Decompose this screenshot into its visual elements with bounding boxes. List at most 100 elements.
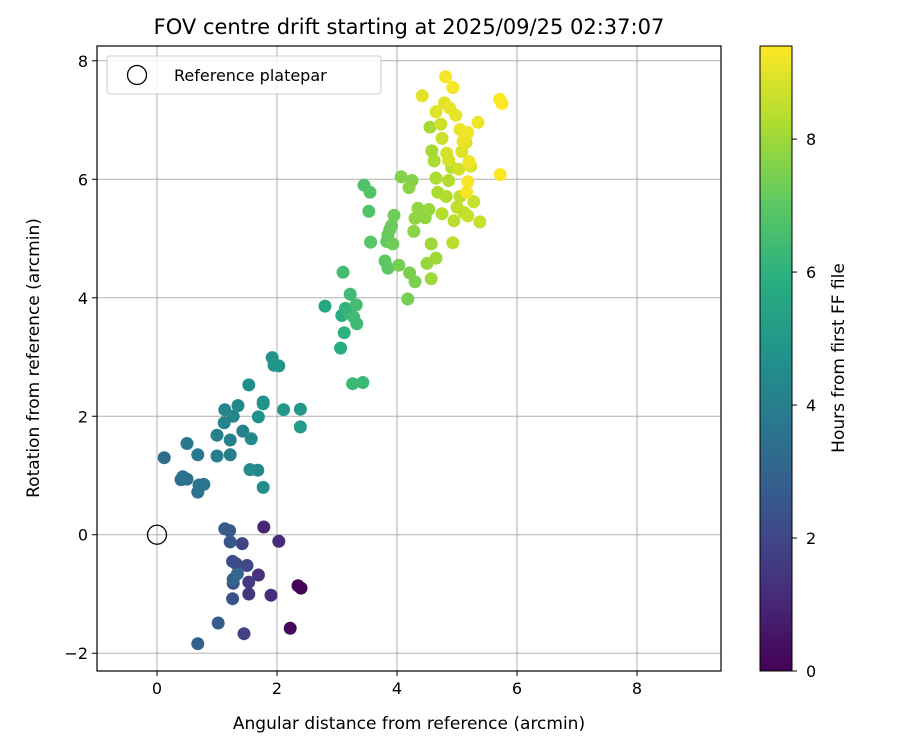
data-point xyxy=(197,477,211,491)
data-point xyxy=(434,117,448,131)
colorbar-tick-label: 4 xyxy=(806,396,816,415)
data-point xyxy=(461,175,475,189)
data-point xyxy=(385,219,399,232)
data-point xyxy=(467,195,481,209)
data-point xyxy=(157,451,171,465)
colorbar-tick-label: 6 xyxy=(806,263,816,282)
data-point xyxy=(429,105,443,119)
data-point xyxy=(343,287,357,301)
colorbar-tick-label: 2 xyxy=(806,529,816,548)
data-point xyxy=(424,272,438,286)
data-point xyxy=(473,215,487,229)
data-point xyxy=(415,89,429,103)
data-point xyxy=(257,520,271,534)
data-point xyxy=(446,81,460,94)
data-point xyxy=(277,403,291,417)
data-point xyxy=(407,224,421,238)
y-tick-label: 8 xyxy=(78,52,88,71)
colorbar xyxy=(759,45,793,672)
data-point xyxy=(318,299,332,313)
legend: Reference platepar xyxy=(106,55,382,95)
data-point xyxy=(349,298,363,312)
data-point xyxy=(424,237,438,251)
data-point xyxy=(350,317,364,331)
legend-box xyxy=(106,55,382,95)
data-point xyxy=(264,588,278,602)
data-point xyxy=(210,449,224,463)
data-point xyxy=(446,236,460,250)
data-point xyxy=(293,420,307,434)
legend-entry-reference: Reference platepar xyxy=(174,66,327,85)
data-point xyxy=(283,621,297,635)
data-point xyxy=(471,115,485,129)
plot-frame xyxy=(96,45,722,672)
data-point xyxy=(251,410,265,424)
data-point xyxy=(427,154,441,168)
chart-title: FOV centre drift starting at 2025/09/25 … xyxy=(154,15,665,39)
data-point xyxy=(272,534,286,548)
x-tick-label: 4 xyxy=(392,679,402,698)
colorbar-label: Hours from first FF file xyxy=(829,263,849,453)
scatter-points xyxy=(157,70,509,651)
plot-grid xyxy=(97,46,721,671)
data-point xyxy=(242,378,256,392)
data-point xyxy=(294,581,308,595)
data-point xyxy=(392,258,406,272)
data-point xyxy=(218,522,232,536)
data-point xyxy=(251,568,265,582)
data-point xyxy=(242,587,256,601)
data-point xyxy=(242,575,256,589)
data-point xyxy=(449,108,463,122)
data-point xyxy=(223,535,237,549)
x-axis-label: Angular distance from reference (arcmin) xyxy=(233,714,585,734)
y-tick-label: 4 xyxy=(78,289,88,308)
data-point xyxy=(442,153,456,167)
colorbar-tick-label: 8 xyxy=(806,130,816,149)
data-point xyxy=(364,235,378,249)
data-point xyxy=(256,480,270,494)
data-point xyxy=(223,448,237,462)
data-point xyxy=(210,428,224,442)
data-point xyxy=(346,377,360,391)
data-point xyxy=(231,399,245,413)
data-point xyxy=(408,275,422,289)
data-point xyxy=(237,627,251,641)
data-point xyxy=(334,341,348,355)
data-point xyxy=(337,326,351,340)
y-tick-label: 2 xyxy=(78,407,88,426)
data-point xyxy=(226,554,240,568)
legend-marker-icon xyxy=(126,64,148,86)
data-point xyxy=(429,251,443,265)
data-point xyxy=(256,395,270,409)
data-point xyxy=(461,209,475,223)
data-point xyxy=(493,168,507,182)
data-point xyxy=(411,201,425,215)
data-point xyxy=(218,403,232,417)
colorbar-ticks: 0 2 4 6 8 xyxy=(792,130,816,681)
data-point xyxy=(362,204,376,218)
data-point xyxy=(425,144,439,158)
colorbar-tick-label: 0 xyxy=(806,662,816,681)
data-point xyxy=(356,376,370,389)
data-point xyxy=(439,70,453,84)
data-point xyxy=(223,433,237,447)
data-point xyxy=(381,261,395,275)
data-point xyxy=(439,190,453,203)
data-point xyxy=(217,416,231,430)
x-axis-ticks: 0 2 4 6 8 xyxy=(152,671,642,698)
data-point xyxy=(452,162,466,176)
y-tick-label: 6 xyxy=(78,170,88,189)
data-point xyxy=(236,424,250,438)
data-point xyxy=(435,131,449,145)
y-axis-ticks: −2 0 2 4 6 8 xyxy=(64,52,97,663)
data-point xyxy=(394,170,408,184)
data-point xyxy=(336,265,350,279)
y-tick-label: 0 xyxy=(78,526,88,545)
data-point xyxy=(211,616,225,630)
data-point xyxy=(387,208,401,222)
data-point xyxy=(226,592,240,606)
x-tick-label: 6 xyxy=(512,679,522,698)
data-point xyxy=(363,185,377,199)
data-point xyxy=(461,126,475,139)
data-point xyxy=(191,637,205,651)
